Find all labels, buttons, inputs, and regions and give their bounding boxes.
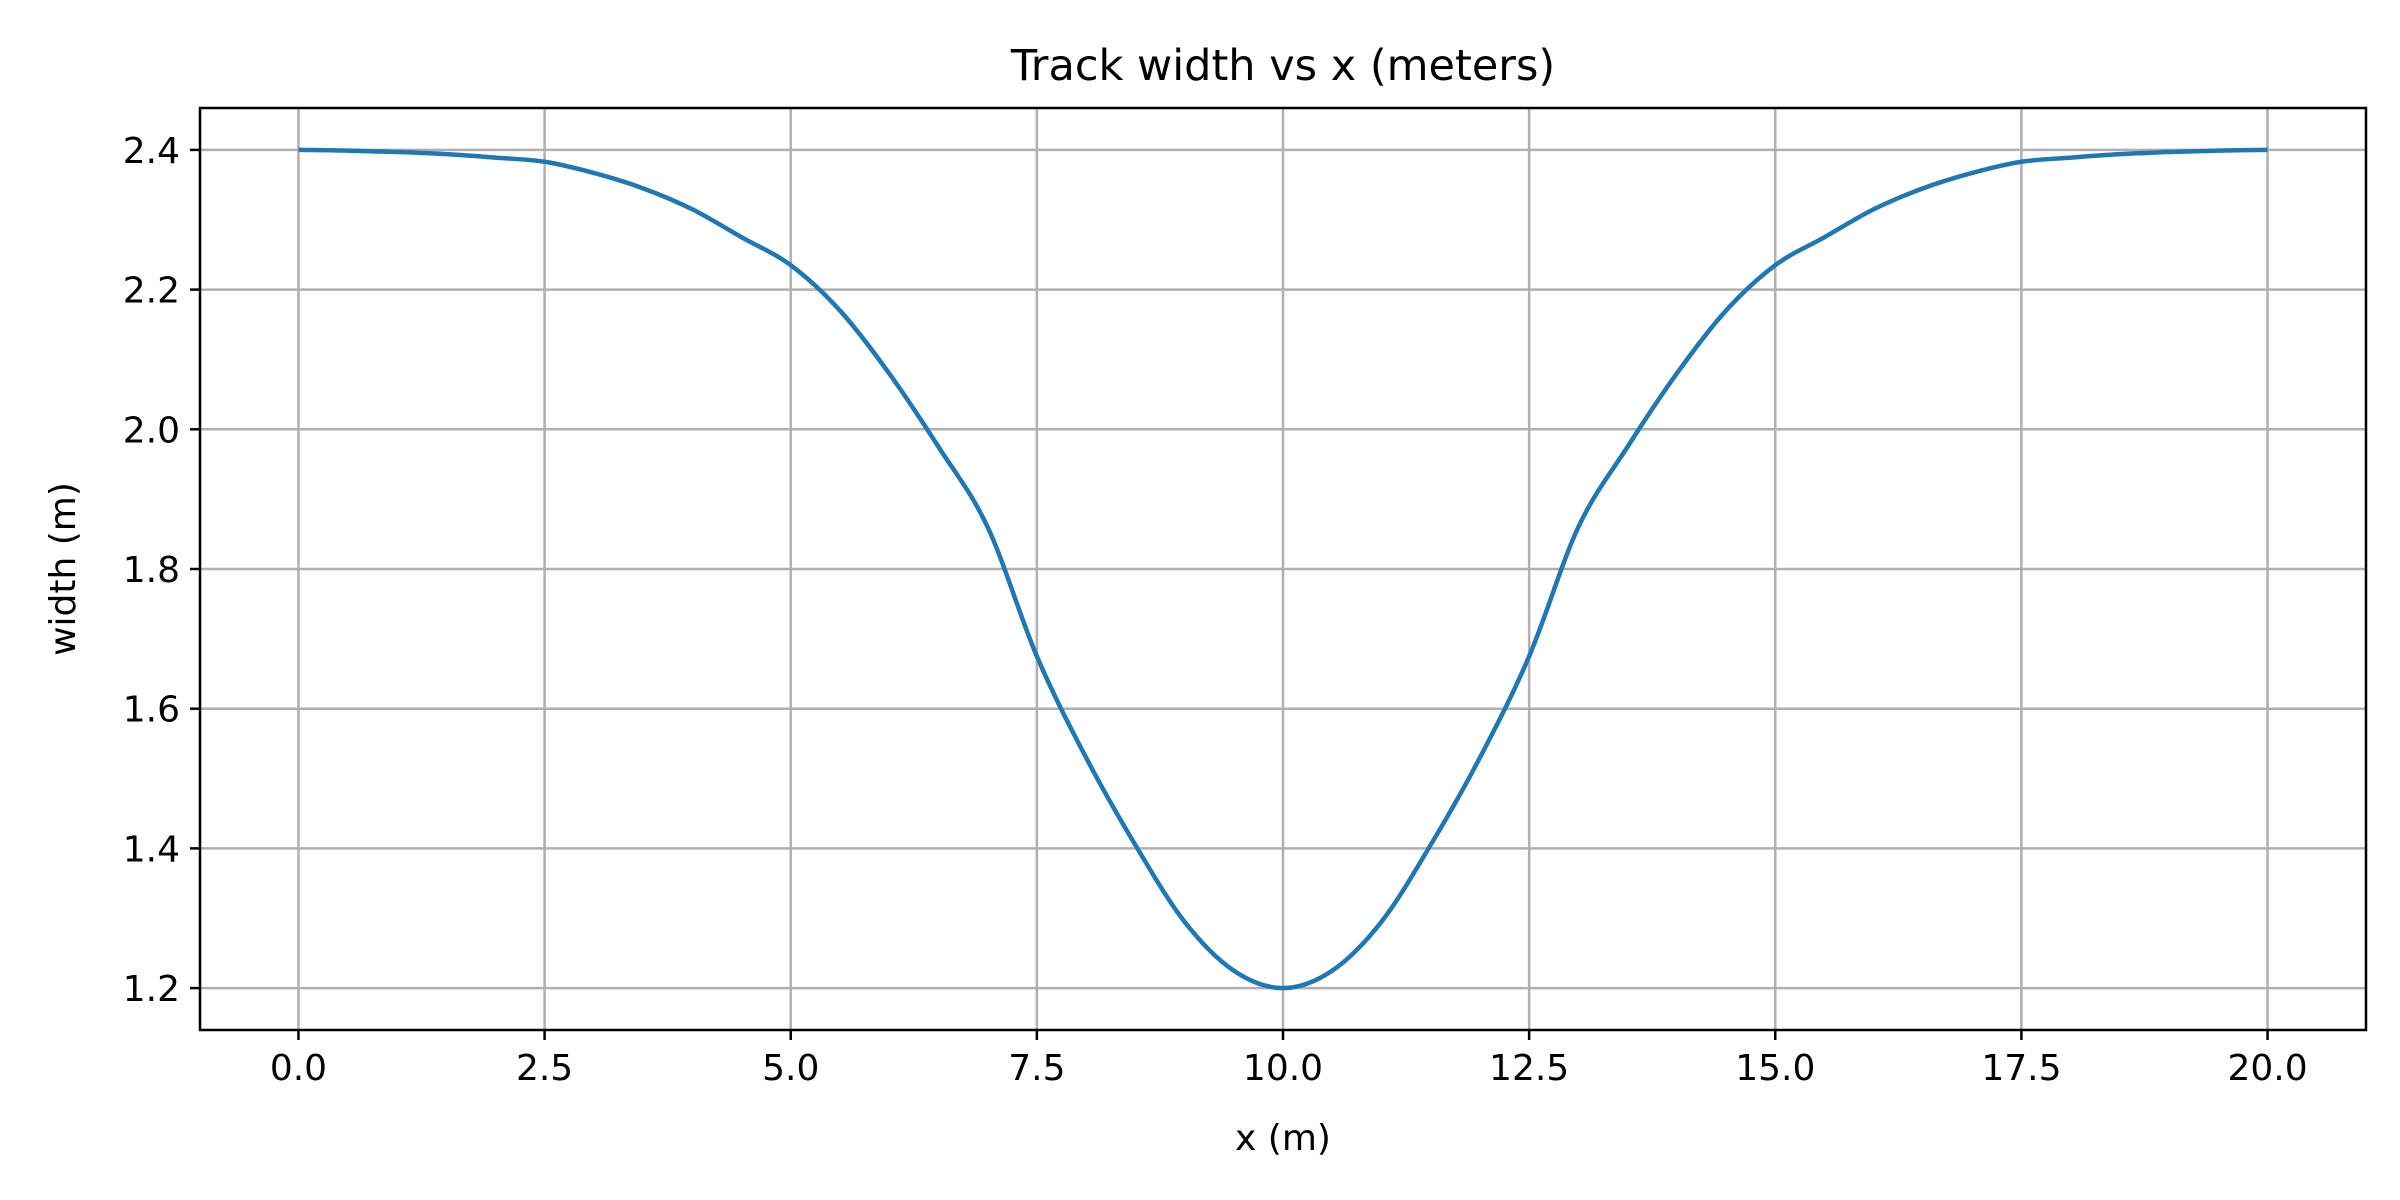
x-tick-label: 10.0 [1243,1048,1323,1089]
y-tick-label: 1.8 [123,550,180,591]
y-tick-label: 2.4 [123,131,180,172]
x-tick-label: 15.0 [1735,1048,1815,1089]
y-tick-label: 1.4 [123,829,180,870]
y-tick-label: 1.2 [123,969,180,1010]
x-tick-label: 7.5 [1008,1048,1065,1089]
x-tick-label: 20.0 [2227,1048,2307,1089]
y-tick-label: 2.0 [123,410,180,451]
x-axis: 0.0 2.5 5.0 7.5 10.0 12.5 15.0 17.5 20.0 [270,1030,2308,1089]
grid [200,108,2366,1030]
x-tick-label: 12.5 [1489,1048,1569,1089]
series-line [298,147,2268,991]
x-tick-label: 0.0 [270,1048,327,1089]
y-axis: 1.2 1.4 1.6 1.8 2.0 2.2 2.4 [123,131,200,1010]
x-tick-label: 17.5 [1981,1048,2061,1089]
chart-title: Track width vs x (meters) [1010,41,1555,91]
y-tick-label: 1.6 [123,690,180,731]
series-layer [298,147,2268,991]
x-tick-label: 2.5 [516,1048,573,1089]
y-axis-label: width (m) [43,482,84,656]
y-tick-label: 2.2 [123,271,180,312]
x-tick-label: 5.0 [762,1048,819,1089]
x-axis-label: x (m) [1235,1118,1331,1159]
